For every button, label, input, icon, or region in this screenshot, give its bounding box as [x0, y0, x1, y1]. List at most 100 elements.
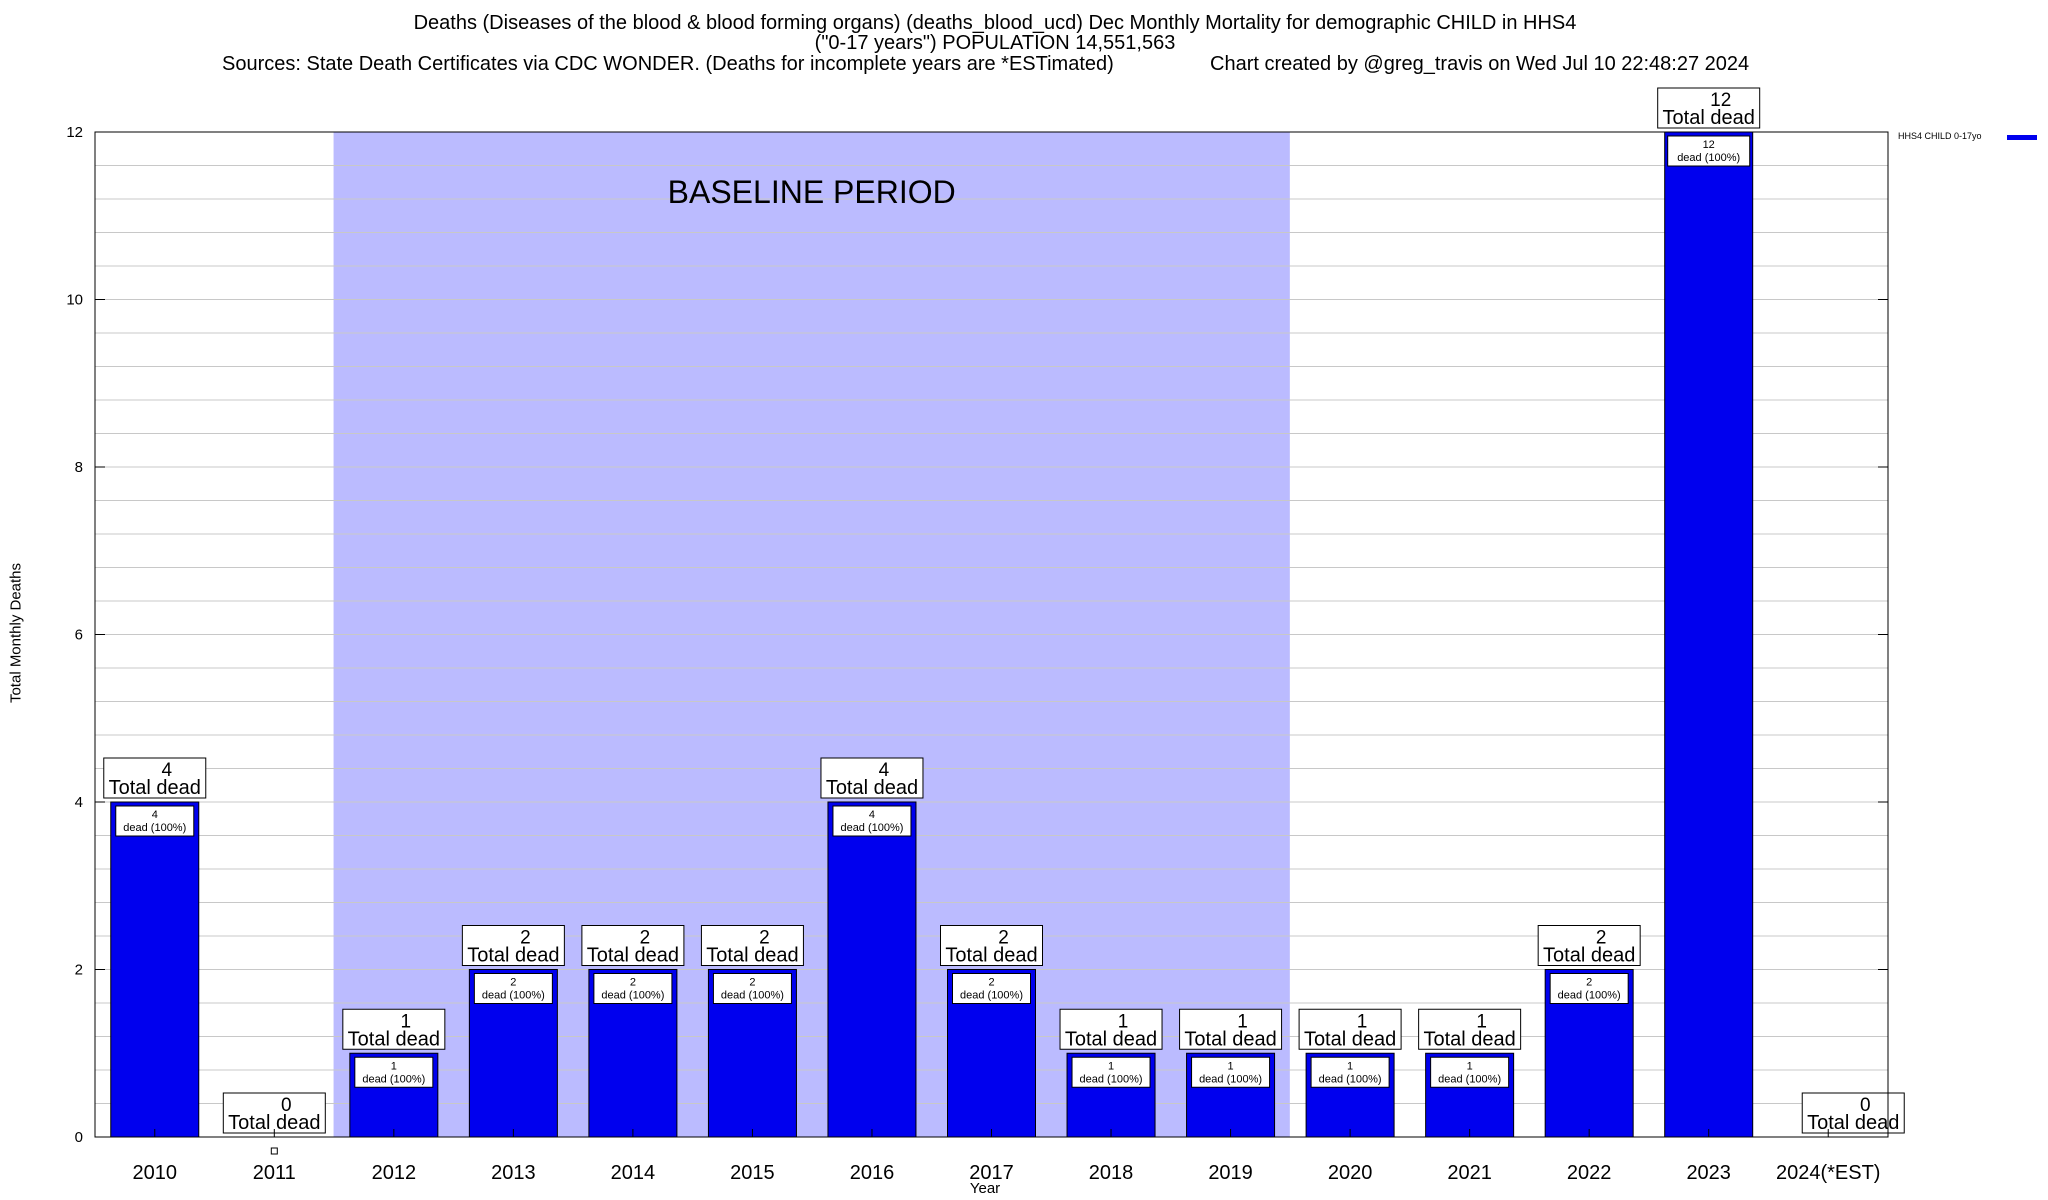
total-label-box	[1179, 1008, 1283, 1050]
bar-inner-label-box	[952, 973, 1031, 1004]
chart-credit: Chart created by @greg_travis on Wed Jul…	[1210, 53, 1750, 75]
bar-inner-label-box	[1191, 1056, 1271, 1088]
total-label-value: 1	[1476, 1011, 1487, 1032]
y-tick-label: 2	[75, 962, 83, 979]
total-label-text: Total dead	[1065, 1028, 1157, 1050]
total-label-text: Total dead	[1184, 1028, 1276, 1050]
x-tick-label: 2018	[1089, 1162, 1134, 1184]
total-label-value: 0	[1860, 1095, 1871, 1116]
bar-inner-label-value: 1	[1347, 1060, 1353, 1072]
total-label-value: 4	[161, 760, 172, 781]
bar-2016	[827, 801, 917, 1138]
x-tick-label: 2023	[1686, 1162, 1731, 1184]
total-label-box	[103, 757, 207, 799]
x-tick-label: 2014	[611, 1162, 656, 1184]
bar-inner-label-box	[712, 973, 792, 1004]
x-tick-label: 2024(*EST)	[1776, 1162, 1881, 1184]
bar-inner-label-value: 1	[1467, 1060, 1473, 1072]
bar-inner-label-box	[1430, 1056, 1510, 1088]
total-label-text: Total dead	[348, 1028, 440, 1050]
total-label-text: Total dead	[1807, 1112, 1899, 1134]
total-label-text: Total dead	[109, 777, 201, 799]
total-label-value: 2	[998, 928, 1009, 949]
total-label-value: 2	[640, 928, 651, 949]
total-label-box	[940, 925, 1043, 966]
y-tick-label: 8	[75, 459, 83, 476]
chart-title-line-1: Deaths (Diseases of the blood & blood fo…	[413, 12, 1577, 34]
y-tick-label: 6	[75, 627, 83, 644]
total-label-value: 1	[401, 1011, 412, 1032]
total-label-text: Total dead	[1543, 945, 1635, 967]
bar-inner-label-value: 1	[391, 1060, 397, 1072]
x-tick-label: 2019	[1208, 1162, 1253, 1184]
baseline-period-label: BASELINE PERIOD	[668, 174, 956, 210]
total-label-box	[461, 925, 565, 966]
total-label-text: Total dead	[467, 945, 559, 967]
bar-inner-label-text: dead (100%)	[123, 822, 186, 834]
bar-inner-label-text: dead (100%)	[1558, 990, 1621, 1002]
x-axis-label: Year	[969, 1180, 1001, 1197]
total-label-value: 12	[1710, 90, 1731, 111]
bar-inner-label-box	[473, 973, 553, 1004]
total-label-value: 1	[1237, 1011, 1248, 1032]
bar-inner-label-box	[1549, 973, 1629, 1004]
total-label-box	[1537, 925, 1641, 966]
total-label-box	[700, 925, 804, 966]
x-tick-label: 2013	[491, 1162, 536, 1184]
total-label-text: Total dead	[587, 945, 679, 967]
total-label-value: 2	[759, 928, 770, 949]
total-label-value: 1	[1357, 1011, 1368, 1032]
bar-inner-label-value: 2	[749, 977, 755, 989]
y-axis-label: Total Monthly Deaths	[7, 562, 25, 704]
y-tick-label: 10	[66, 292, 83, 309]
x-tick-label: 2020	[1328, 1162, 1373, 1184]
zero-marker	[270, 1147, 278, 1155]
total-label-value: 2	[1596, 928, 1607, 949]
total-label-text: Total dead	[1423, 1028, 1515, 1050]
bar-inner-label-text: dead (100%)	[721, 990, 784, 1002]
total-label-value: 1	[1118, 1011, 1129, 1032]
y-tick-label: 12	[66, 124, 83, 141]
legend-swatch	[2007, 135, 2037, 140]
total-label-value: 0	[281, 1095, 292, 1116]
legend-label: HHS4 CHILD 0-17yo	[1898, 131, 1982, 141]
bar-inner-label-value: 4	[869, 809, 875, 821]
bar-2023	[1664, 131, 1754, 1138]
x-tick-label: 2015	[730, 1162, 775, 1184]
y-tick-label: 4	[75, 794, 83, 811]
bar-inner-label-value: 4	[152, 809, 158, 821]
total-label-box	[222, 1092, 326, 1134]
bar-inner-label-box	[354, 1056, 434, 1088]
bar-inner-label-text: dead (100%)	[362, 1073, 425, 1085]
total-label-box	[1801, 1092, 1905, 1134]
x-tick-label: 2022	[1567, 1162, 1612, 1184]
bar-inner-label-box	[1667, 135, 1751, 167]
total-label-box	[1418, 1008, 1522, 1050]
total-label-box	[1657, 87, 1761, 129]
bar-inner-label-box	[1071, 1056, 1151, 1088]
total-label-box	[581, 925, 685, 966]
total-label-value: 4	[879, 760, 890, 781]
bar-inner-label-box	[832, 805, 912, 837]
total-label-value: 2	[520, 928, 531, 949]
total-label-box	[820, 757, 924, 799]
bar-inner-label-value: 1	[1108, 1060, 1114, 1072]
x-tick-label: 2012	[372, 1162, 417, 1184]
total-label-box	[1298, 1008, 1402, 1050]
total-label-box	[342, 1008, 446, 1050]
bar-inner-label-text: dead (100%)	[1438, 1073, 1501, 1085]
total-label-text: Total dead	[1663, 107, 1755, 129]
x-tick-label: 2021	[1447, 1162, 1492, 1184]
chart-title-line-2: ("0-17 years") POPULATION 14,551,563	[814, 32, 1176, 54]
bar-inner-label-text: dead (100%)	[960, 990, 1023, 1002]
x-tick-label: 2016	[850, 1162, 895, 1184]
total-label-box	[1059, 1008, 1163, 1050]
bar-inner-label-value: 2	[1586, 977, 1592, 989]
bar-2010	[110, 801, 200, 1138]
total-label-text: Total dead	[228, 1112, 320, 1134]
bar-inner-label-value: 2	[988, 977, 994, 989]
bar-inner-label-value: 2	[630, 977, 636, 989]
bar-inner-label-value: 2	[510, 977, 516, 989]
y-tick-label: 0	[75, 1129, 83, 1146]
